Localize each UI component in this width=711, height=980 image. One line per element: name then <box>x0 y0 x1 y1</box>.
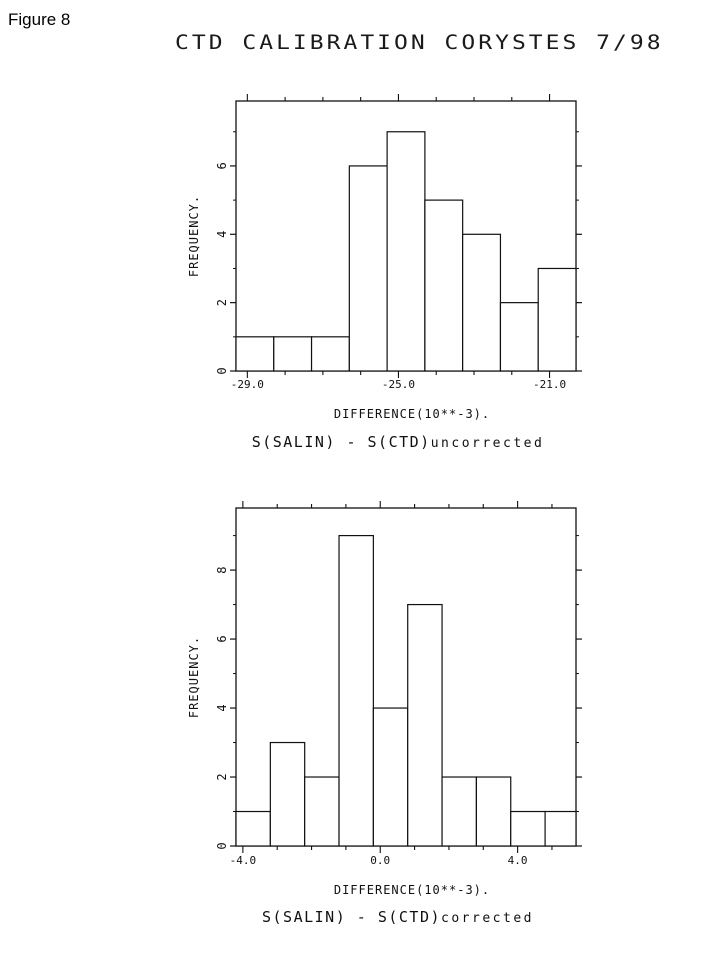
histogram-bar <box>424 199 464 372</box>
histogram-bar <box>386 131 426 372</box>
y-tick-label: 2 <box>215 773 229 780</box>
x-tick-label: 0.0 <box>370 854 390 867</box>
histogram-bar <box>235 810 271 847</box>
x-axis-label: DIFFERENCE(10**-3). <box>334 883 490 897</box>
caption-suffix: uncorrected <box>431 436 545 451</box>
histogram-bar <box>510 810 546 847</box>
histogram-bar <box>441 776 478 847</box>
histogram-corrected: 0 2 4 6 8 -4.0 0.0 4.0 FREQUENCY. DIFFERENCE(10**… <box>187 501 582 926</box>
histogram-bar <box>372 707 409 847</box>
y-tick-label: 2 <box>215 299 229 306</box>
histogram-bar <box>537 267 577 372</box>
histogram-bar <box>310 336 350 372</box>
histogram-bar <box>475 776 512 847</box>
x-tick-label: -21.0 <box>533 378 566 391</box>
histogram-bar <box>304 776 340 847</box>
y-tick-label: 4 <box>215 704 229 711</box>
histogram-bar <box>407 603 443 847</box>
y-tick-label: 0 <box>215 367 229 374</box>
page-title: CTD CALIBRATION CORYSTES 7/98 <box>175 32 664 55</box>
histogram-bar <box>544 810 577 847</box>
y-axis-label: FREQUENCY. <box>187 636 201 718</box>
histogram-bar <box>269 741 306 847</box>
y-tick-label: 0 <box>215 842 229 849</box>
caption-suffix: corrected <box>441 911 534 926</box>
x-tick-label: -4.0 <box>230 854 257 867</box>
y-tick-label: 6 <box>215 635 229 642</box>
histogram-bar <box>499 302 539 372</box>
x-tick-label: -29.0 <box>231 378 264 391</box>
caption-prefix: S(SALIN) - S(CTD) <box>252 433 431 451</box>
histogram-bar <box>348 165 388 372</box>
histogram-bar <box>462 233 502 372</box>
histogram-uncorrected: 0 2 4 6 -29.0 -25.0 -21.0 FREQUENCY. DIFFERENCE(… <box>187 94 582 451</box>
histogram-bar <box>235 336 275 372</box>
y-tick-label: 8 <box>215 566 229 573</box>
y-tick-label: 4 <box>215 231 229 238</box>
x-axis-label: DIFFERENCE(10**-3). <box>334 407 490 421</box>
caption-prefix: S(SALIN) - S(CTD) <box>262 908 441 926</box>
y-axis-label: FREQUENCY. <box>187 195 201 277</box>
figure-label: Figure 8 <box>8 10 71 29</box>
x-tick-label: -25.0 <box>382 378 415 391</box>
y-tick-label: 6 <box>215 162 229 169</box>
chart-caption: S(SALIN) - S(CTD)corrected <box>262 908 534 926</box>
chart-caption: S(SALIN) - S(CTD)uncorrected <box>252 433 545 451</box>
x-tick-label: 4.0 <box>508 854 528 867</box>
histogram-bar <box>338 534 374 847</box>
